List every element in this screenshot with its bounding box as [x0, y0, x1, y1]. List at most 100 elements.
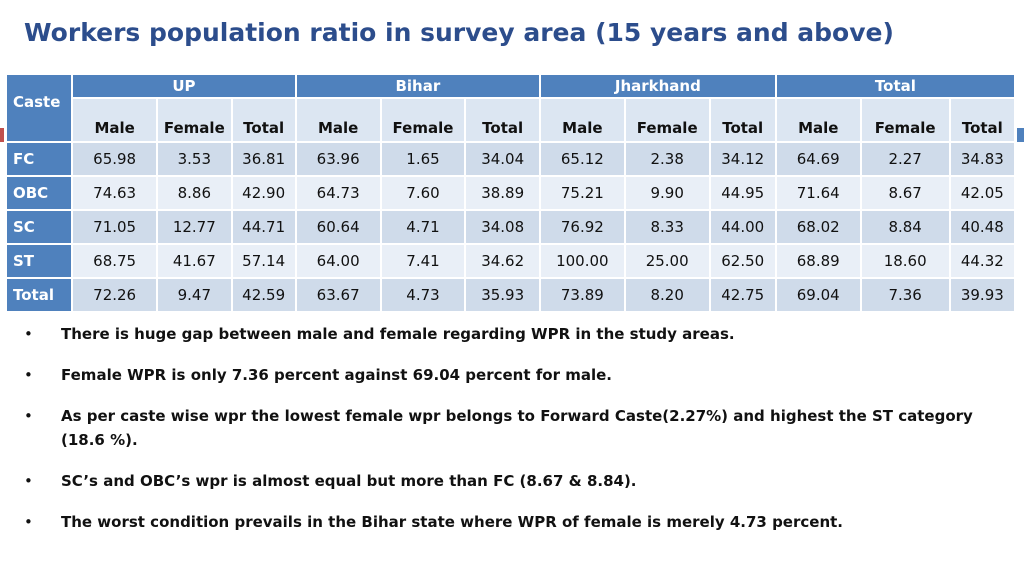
table-cell: 25.00	[623, 243, 711, 279]
table-cell: 9.47	[156, 277, 233, 313]
table-cell: 64.69	[774, 141, 862, 177]
group-header-up: UP	[71, 73, 297, 99]
table-cell: 64.73	[294, 175, 382, 211]
table-cell: 68.02	[774, 209, 862, 245]
table-cell: 44.00	[708, 209, 777, 245]
wpr-table: Caste UP Bihar Jharkhand Total Male Fema…	[4, 73, 1017, 313]
table-cell: 7.41	[379, 243, 467, 279]
table-body: FC 65.98 3.53 36.81 63.96 1.65 34.04 65.…	[4, 141, 1017, 313]
table-cell: 38.89	[464, 175, 541, 211]
bullet-icon: •	[24, 366, 33, 384]
table-cell: 63.67	[294, 277, 382, 313]
table-cell: 4.71	[379, 209, 467, 245]
table-cell: 4.73	[379, 277, 467, 313]
bullet-text: The worst condition prevails in the Biha…	[61, 513, 843, 531]
table-cell: 8.84	[859, 209, 951, 245]
table-cell: 63.96	[294, 141, 382, 177]
table-cell: 68.75	[71, 243, 159, 279]
group-header-bihar: Bihar	[294, 73, 541, 99]
table-cell: 64.00	[294, 243, 382, 279]
right-accent-bar	[1017, 128, 1024, 142]
table-cell: 44.71	[230, 209, 297, 245]
group-header-jharkhand: Jharkhand	[538, 73, 777, 99]
subheader-female: Female	[156, 97, 233, 143]
table-cell: 65.98	[71, 141, 159, 177]
table-cell: 62.50	[708, 243, 777, 279]
bullet-text: SC’s and OBC’s wpr is almost equal but m…	[61, 472, 637, 490]
subheader-total: Total	[464, 97, 541, 143]
table-cell: 7.60	[379, 175, 467, 211]
table-row: ST 68.75 41.67 57.14 64.00 7.41 34.62 10…	[4, 243, 1017, 279]
bullet-text: Female WPR is only 7.36 percent against …	[61, 366, 612, 384]
bullet-icon: •	[24, 407, 33, 425]
table-cell: 42.59	[230, 277, 297, 313]
table-cell: 12.77	[156, 209, 233, 245]
table-cell: 100.00	[538, 243, 626, 279]
table-cell: 44.32	[948, 243, 1017, 279]
row-caste-label: ST	[4, 243, 74, 279]
table-cell: 42.90	[230, 175, 297, 211]
list-item: • The worst condition prevails in the Bi…	[24, 510, 1014, 534]
table-cell: 76.92	[538, 209, 626, 245]
table-cell: 34.04	[464, 141, 541, 177]
table-cell: 35.93	[464, 277, 541, 313]
bullet-text: As per caste wise wpr the lowest female …	[61, 407, 973, 449]
subheader-female: Female	[623, 97, 711, 143]
slide-title: Workers population ratio in survey area …	[24, 18, 894, 47]
table-cell: 39.93	[948, 277, 1017, 313]
bullet-icon: •	[24, 513, 33, 531]
table-cell: 3.53	[156, 141, 233, 177]
table-cell: 8.67	[859, 175, 951, 211]
table-cell: 41.67	[156, 243, 233, 279]
table-cell: 8.33	[623, 209, 711, 245]
table-cell: 18.60	[859, 243, 951, 279]
table-cell: 7.36	[859, 277, 951, 313]
table-cell: 75.21	[538, 175, 626, 211]
table-cell: 42.75	[708, 277, 777, 313]
subheader-female: Female	[859, 97, 951, 143]
table-cell: 72.26	[71, 277, 159, 313]
table-cell: 71.64	[774, 175, 862, 211]
table-cell: 68.89	[774, 243, 862, 279]
table-cell: 2.38	[623, 141, 711, 177]
table-row: SC 71.05 12.77 44.71 60.64 4.71 34.08 76…	[4, 209, 1017, 245]
table-cell: 60.64	[294, 209, 382, 245]
row-caste-label: OBC	[4, 175, 74, 211]
table-cell: 74.63	[71, 175, 159, 211]
table-cell: 34.62	[464, 243, 541, 279]
table-cell: 1.65	[379, 141, 467, 177]
findings-list: • There is huge gap between male and fem…	[24, 322, 1014, 551]
group-header-total: Total	[774, 73, 1017, 99]
subheader-male: Male	[294, 97, 382, 143]
table-cell: 71.05	[71, 209, 159, 245]
table-cell: 36.81	[230, 141, 297, 177]
table-cell: 65.12	[538, 141, 626, 177]
table-cell: 34.12	[708, 141, 777, 177]
list-item: • There is huge gap between male and fem…	[24, 322, 1014, 346]
table-row: OBC 74.63 8.86 42.90 64.73 7.60 38.89 75…	[4, 175, 1017, 211]
table-cell: 42.05	[948, 175, 1017, 211]
subheader-male: Male	[71, 97, 159, 143]
subheader-total: Total	[708, 97, 777, 143]
table-cell: 34.08	[464, 209, 541, 245]
table-cell: 9.90	[623, 175, 711, 211]
table-cell: 34.83	[948, 141, 1017, 177]
list-item: • Female WPR is only 7.36 percent agains…	[24, 363, 1014, 387]
row-caste-label: Total	[4, 277, 74, 313]
table-cell: 73.89	[538, 277, 626, 313]
caste-header: Caste	[4, 73, 74, 143]
subheader-total: Total	[230, 97, 297, 143]
table-cell: 40.48	[948, 209, 1017, 245]
table-cell: 69.04	[774, 277, 862, 313]
bullet-icon: •	[24, 325, 33, 343]
list-item: • As per caste wise wpr the lowest femal…	[24, 404, 1014, 452]
bullet-icon: •	[24, 472, 33, 490]
list-item: • SC’s and OBC’s wpr is almost equal but…	[24, 469, 1014, 493]
subheader-female: Female	[379, 97, 467, 143]
table-cell: 44.95	[708, 175, 777, 211]
table-row: Total 72.26 9.47 42.59 63.67 4.73 35.93 …	[4, 277, 1017, 313]
table-cell: 8.86	[156, 175, 233, 211]
subheader-total: Total	[948, 97, 1017, 143]
row-caste-label: SC	[4, 209, 74, 245]
table-row: FC 65.98 3.53 36.81 63.96 1.65 34.04 65.…	[4, 141, 1017, 177]
